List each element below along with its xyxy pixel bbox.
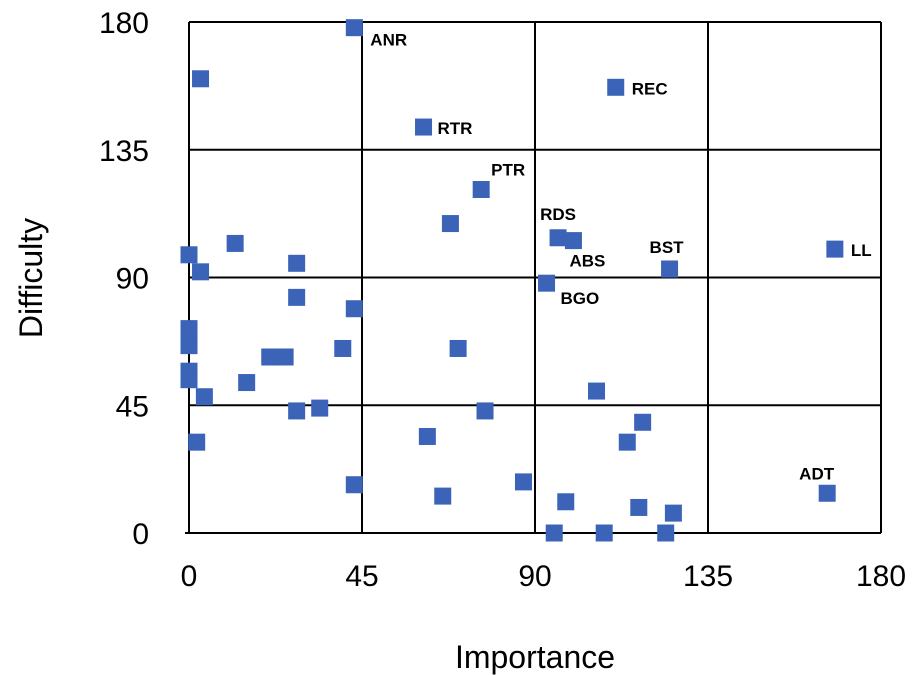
data-point — [564, 232, 582, 250]
y-tick-label: 180 — [99, 7, 149, 40]
data-point — [238, 374, 256, 392]
point-label: REC — [632, 79, 668, 98]
data-point — [634, 413, 652, 431]
data-point — [449, 339, 467, 357]
y-tick-label: 45 — [116, 390, 149, 423]
data-point — [418, 427, 436, 445]
data-point — [826, 240, 844, 258]
data-point — [192, 263, 210, 281]
data-point — [261, 348, 279, 366]
y-tick-labels: 0 45 90 135 180 — [99, 7, 149, 551]
x-tick-label: 0 — [181, 560, 198, 593]
data-point — [434, 487, 452, 505]
point-label: BST — [650, 238, 685, 257]
data-point — [545, 524, 563, 542]
data-point — [192, 70, 210, 88]
y-tick-label: 90 — [116, 263, 149, 296]
data-point — [630, 498, 648, 516]
data-point — [345, 300, 363, 318]
data-point — [276, 348, 294, 366]
data-point — [661, 260, 679, 278]
data-point — [180, 337, 198, 355]
point-label: RDS — [540, 205, 576, 224]
data-point — [345, 19, 363, 37]
point-label: PTR — [491, 160, 525, 179]
data-point — [334, 339, 352, 357]
data-point — [415, 118, 433, 136]
data-point — [472, 180, 490, 198]
data-point — [607, 78, 625, 96]
data-point — [180, 246, 198, 264]
data-point — [595, 524, 613, 542]
point-label: ADT — [799, 464, 835, 483]
data-point — [226, 234, 244, 252]
data-point — [180, 371, 198, 389]
y-tick-label: 0 — [132, 518, 149, 551]
point-label: ANR — [370, 31, 407, 50]
data-point — [549, 229, 567, 247]
data-point — [345, 476, 363, 494]
data-point — [588, 382, 606, 400]
point-label: ABS — [569, 252, 605, 271]
data-point — [557, 493, 575, 511]
point-label: BGO — [561, 289, 600, 308]
data-point — [657, 524, 675, 542]
data-point — [818, 484, 836, 502]
x-tick-label: 135 — [683, 560, 733, 593]
data-point — [618, 433, 636, 451]
x-tick-label: 90 — [518, 560, 551, 593]
data-point — [288, 402, 306, 420]
data-point — [476, 402, 494, 420]
x-tick-label: 180 — [856, 560, 906, 593]
x-tick-labels: 0 45 90 135 180 — [181, 560, 906, 593]
y-axis-title: Difficulty — [13, 218, 49, 338]
point-label: RTR — [438, 119, 473, 138]
data-point — [664, 504, 682, 522]
x-tick-label: 45 — [345, 560, 378, 593]
point-labels: ANR REC RTR PTR RDS ABS BST LL BGO ADT — [370, 31, 871, 484]
data-point — [288, 288, 306, 306]
data-point — [288, 254, 306, 272]
data-point — [441, 215, 459, 233]
grid-lines — [185, 21, 882, 534]
data-point — [195, 388, 213, 406]
data-points — [180, 19, 844, 542]
y-tick-label: 135 — [99, 135, 149, 168]
x-axis-title: Importance — [455, 639, 615, 675]
data-point — [514, 473, 532, 491]
data-point — [311, 399, 329, 417]
data-point — [188, 433, 206, 451]
point-label: LL — [851, 241, 872, 260]
data-point — [538, 274, 556, 292]
